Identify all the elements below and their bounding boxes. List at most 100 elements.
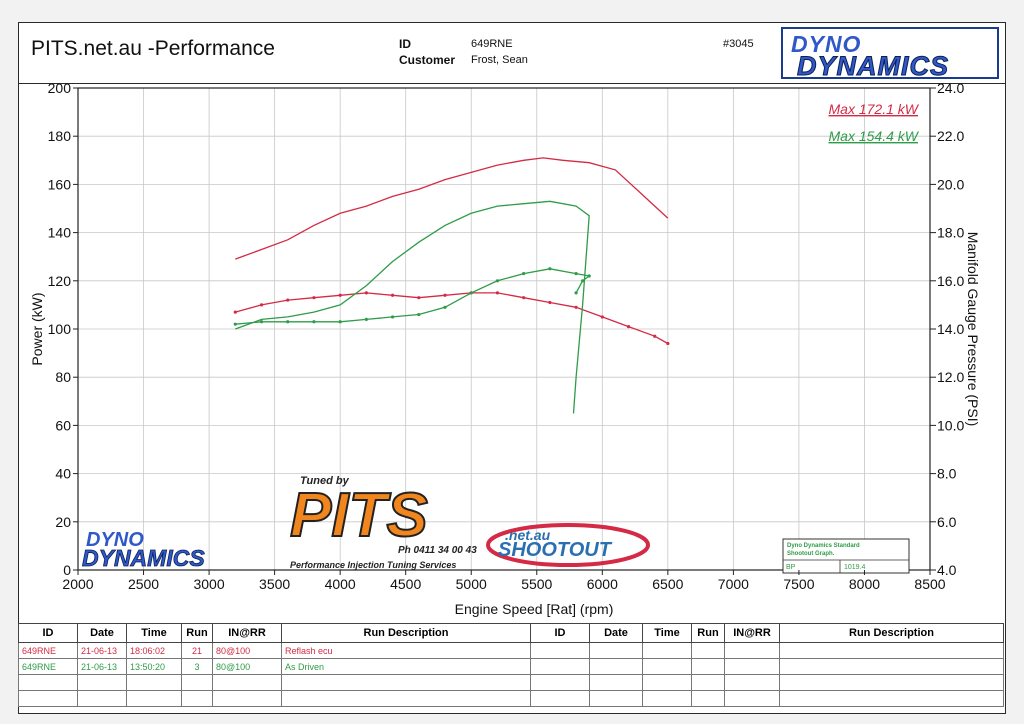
stamp-frame — [782, 538, 910, 574]
series-point — [312, 296, 316, 300]
series-point — [338, 293, 342, 297]
table-row[interactable] — [18, 690, 1004, 707]
table-cell — [724, 658, 780, 675]
table-cell — [181, 674, 213, 691]
table-cell — [18, 690, 78, 707]
table-header-cell: IN@RR — [212, 623, 282, 643]
table-cell — [281, 674, 531, 691]
y-tick-label: 20 — [55, 514, 71, 530]
series-point — [338, 320, 342, 324]
table-cell — [779, 674, 1004, 691]
y-tick-label: 60 — [55, 417, 71, 433]
y-tick-label: 80 — [55, 369, 71, 385]
table-cell — [589, 690, 643, 707]
table-cell — [530, 658, 590, 675]
table-cell — [642, 690, 692, 707]
dyno-dynamics-watermark: DYNO DYNAMICS — [82, 529, 206, 571]
y2-axis-title: Manifold Gauge Pressure (PSI) — [965, 232, 981, 427]
watermark-dynamics: DYNAMICS — [82, 545, 205, 571]
y2-tick-label: 14.0 — [937, 321, 964, 337]
run-table-header: ID Date Time Run IN@RR Run Description ID Date T… — [18, 623, 1004, 643]
x-tick-label: 3500 — [259, 576, 290, 592]
table-cell: As Driven — [281, 658, 531, 675]
table-cell: Reflash ecu — [281, 642, 531, 659]
job-number: #3045 — [723, 38, 754, 50]
table-cell: 21-06-13 — [77, 642, 127, 659]
table-cell — [779, 658, 1004, 675]
table-row[interactable]: 649RNE 21-06-13 13:50:20 3 80@100 As Driven — [18, 658, 1004, 675]
pits-text: PITS — [290, 481, 428, 550]
table-cell — [181, 690, 213, 707]
table-cell — [530, 642, 590, 659]
id-value: 649RNE — [471, 38, 513, 50]
table-cell — [691, 658, 725, 675]
header-bar: PITS.net.au -Performance ID 649RNE Custo… — [19, 23, 1005, 84]
page-title: PITS.net.au -Performance — [31, 37, 275, 60]
brand-logo: DYNO DYNAMICS — [781, 27, 999, 82]
series-point — [469, 291, 473, 295]
x-tick-label: 3000 — [193, 576, 224, 592]
series-point — [390, 315, 395, 319]
x-tick-label: 7000 — [718, 576, 749, 592]
series-line-red-right — [235, 292, 669, 345]
table-cell — [691, 690, 725, 707]
customer-label: Customer — [399, 53, 456, 67]
y-tick-label: 40 — [55, 466, 71, 482]
y2-tick-label: 16.0 — [937, 273, 964, 289]
series-point — [574, 305, 578, 309]
x-tick-label: 8500 — [914, 576, 945, 592]
table-cell: 3 — [181, 658, 213, 675]
x-tick-label: 2500 — [128, 576, 159, 592]
table-cell: 649RNE — [18, 658, 78, 675]
x-tick-label: 2000 — [62, 576, 93, 592]
stamp-bp-label: BP — [786, 564, 796, 571]
series-point — [233, 310, 237, 314]
y2-tick-label: 24.0 — [937, 80, 964, 96]
table-cell — [691, 642, 725, 659]
y2-tick-label: 4.0 — [937, 562, 957, 578]
y-axis-title: Power (kW) — [29, 292, 45, 365]
table-cell — [642, 642, 692, 659]
series-point — [286, 298, 290, 302]
table-cell — [77, 690, 127, 707]
max-power-label: Max 154.4 kW — [829, 128, 920, 144]
stamp-line1: Dyno Dynamics Standard — [787, 543, 860, 549]
y2-tick-label: 6.0 — [937, 514, 957, 530]
table-cell — [212, 690, 282, 707]
brand-line1: DYNO — [791, 31, 862, 57]
max-power-label: Max 172.1 kW — [829, 101, 920, 117]
table-header-cell: Date — [589, 623, 643, 643]
table-cell — [126, 674, 182, 691]
table-header-cell: Time — [642, 623, 692, 643]
series-line-green-left — [235, 200, 590, 414]
axis-labels: Engine Speed [Rat] (rpm) Power (kW) Manifo… — [29, 232, 981, 617]
table-header-cell: ID — [530, 623, 590, 643]
series-line-red-left — [235, 157, 669, 260]
x-tick-label: 6000 — [587, 576, 618, 592]
y2-tick-label: 10.0 — [937, 417, 964, 433]
x-tick-label: 4000 — [325, 576, 356, 592]
series-point — [364, 317, 368, 321]
y2-tick-label: 20.0 — [937, 176, 964, 192]
y-tick-label: 180 — [48, 128, 72, 144]
table-header-cell: Run Description — [779, 623, 1004, 643]
netau-text: .net.au — [505, 527, 551, 543]
series-point — [495, 291, 500, 295]
table-cell — [691, 674, 725, 691]
dyno-sheet: PITS.net.au -Performance ID 649RNE Custo… — [18, 22, 1006, 714]
table-header-cell: Run Description — [281, 623, 531, 643]
table-row[interactable] — [18, 674, 1004, 691]
table-cell — [589, 658, 643, 675]
series-point — [574, 291, 578, 295]
series-point — [233, 322, 237, 326]
table-cell — [642, 658, 692, 675]
series-point — [653, 334, 657, 338]
y-tick-label: 0 — [63, 562, 71, 578]
table-cell: 21 — [181, 642, 213, 659]
table-row[interactable]: 649RNE 21-06-13 18:06:02 21 80@100 Reflash ec… — [18, 642, 1004, 659]
x-tick-label: 6500 — [652, 576, 683, 592]
table-cell: 80@100 — [212, 642, 282, 659]
series-point — [495, 279, 500, 283]
table-header-cell: ID — [18, 623, 78, 643]
